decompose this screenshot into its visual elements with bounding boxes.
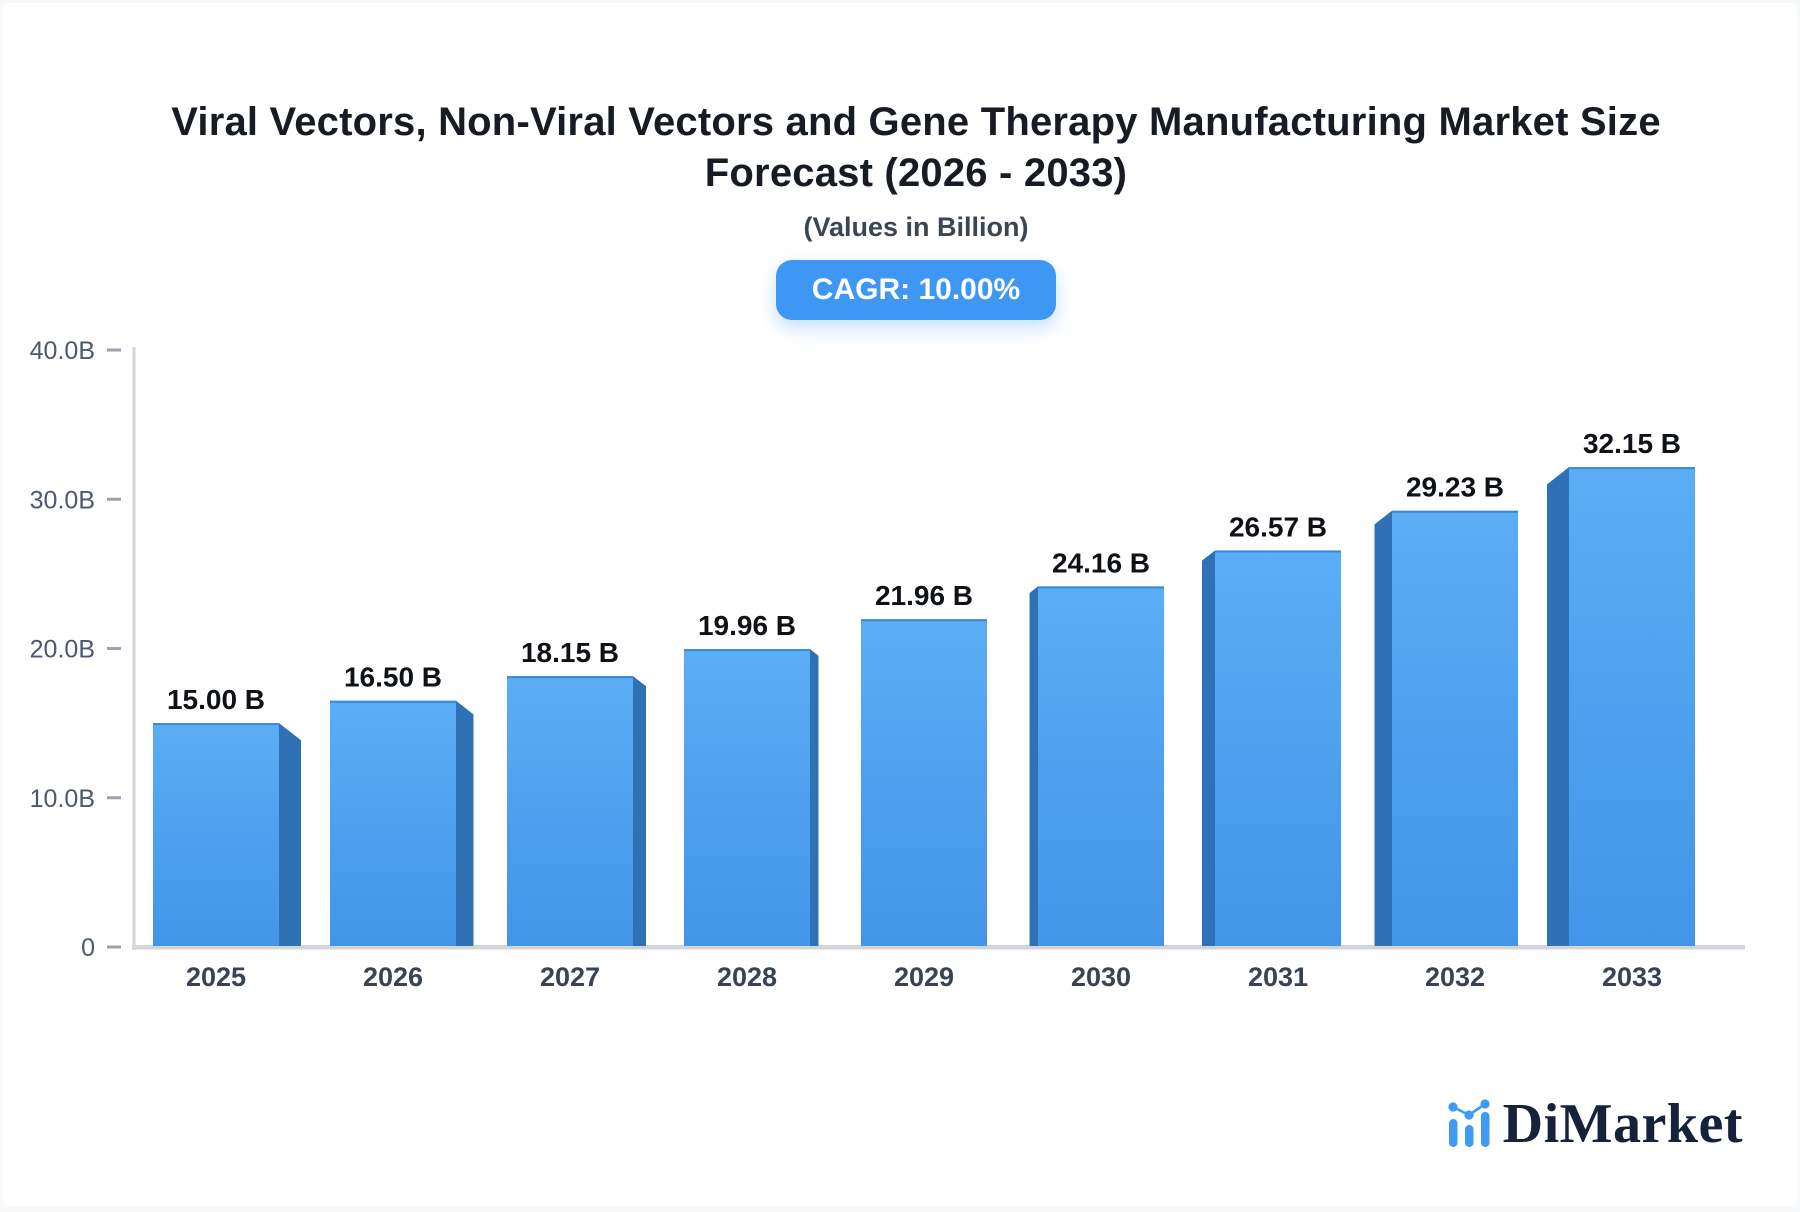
- x-axis-label-2031: 2031: [1248, 962, 1308, 992]
- bar-2033[interactable]: [1547, 467, 1695, 946]
- x-axis-line: [132, 945, 1745, 950]
- bar-front-face: [1215, 550, 1341, 946]
- bar-value-label: 15.00 B: [167, 684, 265, 715]
- x-axis-label-2032: 2032: [1425, 962, 1485, 992]
- logo-dot: [1480, 1099, 1490, 1109]
- chart-title-line2: Forecast (2026 - 2033): [704, 151, 1128, 195]
- chart-header: Viral Vectors, Non-Viral Vectors and Gen…: [35, 97, 1797, 320]
- bar-front-face: [1392, 510, 1518, 946]
- bar-value-label: 26.57 B: [1229, 511, 1327, 542]
- chart-title-line1: Viral Vectors, Non-Viral Vectors and Gen…: [171, 100, 1661, 144]
- x-axis-label-2030: 2030: [1071, 962, 1131, 992]
- bar-2030[interactable]: [1029, 586, 1165, 946]
- bar-side-face: [1029, 586, 1038, 946]
- x-axis-label-2029: 2029: [894, 962, 954, 992]
- bar-front-face: [1569, 467, 1695, 946]
- bar-value-labels: 15.00 B 16.50 B 18.15 B 19.96 B 21.96 B 24.16…: [167, 428, 1681, 715]
- logo-bar: [1448, 1119, 1458, 1147]
- logo-dot: [1448, 1102, 1458, 1112]
- bar-front-face: [153, 723, 279, 946]
- bar-front-face: [507, 676, 633, 946]
- y-axis-tick-label: 10.0B: [30, 785, 95, 813]
- bar-side-face: [279, 723, 301, 946]
- bar-side-face: [1547, 467, 1569, 946]
- logo-text: DiMarket: [1502, 1093, 1743, 1155]
- x-axis-label-2028: 2028: [717, 962, 777, 992]
- bar-side-face: [456, 700, 474, 946]
- cagr-badge: CAGR: 10.00%: [775, 260, 1057, 320]
- bar-2025[interactable]: [153, 723, 301, 946]
- bar-2028[interactable]: [684, 649, 819, 946]
- y-axis-tick: [107, 647, 121, 650]
- bar-value-label: 16.50 B: [344, 662, 442, 693]
- bar-value-label: 24.16 B: [1052, 547, 1150, 578]
- bar-value-label: 19.96 B: [698, 610, 796, 641]
- x-axis-label-2026: 2026: [363, 962, 423, 992]
- bar-2032[interactable]: [1374, 510, 1519, 946]
- bar-2029[interactable]: [861, 619, 987, 946]
- bar-front-face: [1038, 586, 1164, 946]
- x-axis-label-2025: 2025: [186, 962, 246, 992]
- chart-card: Viral Vectors, Non-Viral Vectors and Gen…: [3, 3, 1797, 1206]
- bars: [153, 467, 1695, 946]
- bar-front-face: [684, 649, 810, 946]
- market-size-bar-chart: 40.0B 30.0B 20.0B 10.0B 0 2025 2026 2027 2028 202…: [30, 337, 1745, 992]
- bar-2026[interactable]: [330, 700, 474, 946]
- bar-side-face: [633, 676, 646, 946]
- y-axis-tick: [107, 348, 121, 352]
- x-axis-label-2033: 2033: [1602, 962, 1662, 992]
- y-axis-line: [132, 347, 136, 950]
- y-axis-tick-label: 20.0B: [30, 636, 95, 664]
- bar-value-label: 21.96 B: [875, 580, 973, 611]
- bar-side-face: [1374, 510, 1392, 946]
- logo-dot: [1464, 1110, 1474, 1120]
- logo-bar: [1464, 1125, 1474, 1147]
- dimarket-logo: DiMarket: [1447, 1093, 1743, 1155]
- bar-value-label: 18.15 B: [521, 637, 619, 668]
- chart-subtitle: (Values in Billion): [803, 212, 1029, 242]
- y-axis-tick: [107, 945, 121, 949]
- y-axis-tick-label: 40.0B: [30, 337, 95, 365]
- y-axis-tick-label: 0: [81, 934, 95, 962]
- bar-front-face: [861, 619, 987, 946]
- bar-2031[interactable]: [1202, 550, 1341, 946]
- bar-front-face: [330, 700, 456, 946]
- bar-chart-with-trend-dots-icon: [1448, 1099, 1490, 1147]
- bar-value-label: 29.23 B: [1406, 472, 1504, 503]
- bar-side-face: [810, 649, 819, 946]
- y-axis-tick-label: 30.0B: [30, 486, 95, 514]
- y-axis-tick: [107, 497, 121, 501]
- y-axis-tick: [107, 796, 121, 800]
- x-axis-label-2027: 2027: [540, 962, 600, 992]
- logo-bar: [1480, 1112, 1490, 1147]
- bar-side-face: [1202, 550, 1215, 946]
- bar-value-label: 32.15 B: [1583, 428, 1681, 459]
- bar-2027[interactable]: [507, 676, 646, 946]
- axes: 40.0B 30.0B 20.0B 10.0B 0 2025 2026 2027 2028 202…: [30, 337, 1745, 992]
